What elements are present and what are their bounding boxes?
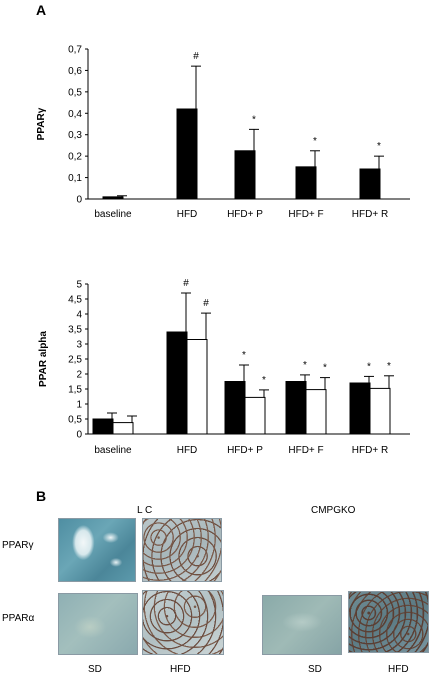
micrograph-ko-alpha-hfd [348,591,429,653]
y-tick-label: 0,3 [68,130,82,141]
panel-b-label: B [36,488,47,504]
significance-marker: * [387,361,391,372]
bar [186,339,208,435]
bar [369,387,391,435]
panel-a-label: A [36,2,47,18]
x-category-label: HFD [177,209,198,220]
bar [224,381,246,435]
x-category-label: HFD [177,445,198,456]
bar [244,396,266,435]
y-tick-label: 4 [76,310,82,321]
y-tick-label: 0,4 [68,109,82,120]
micrograph-lc-gamma-sd [58,518,136,582]
group-label-lc: L C [137,505,153,516]
micrograph-ko-alpha-sd [262,595,342,655]
significance-marker: * [262,375,266,386]
micrograph-lc-alpha-sd [58,593,138,655]
x-category-label: HFD+ P [227,445,263,456]
y-tick-label: 0 [76,195,82,206]
significance-marker: * [252,114,256,125]
x-category-label: baseline [94,445,132,456]
x-category-label: HFD+ F [288,209,323,220]
significance-marker: # [203,298,209,309]
bar [102,196,124,200]
significance-marker: * [377,141,381,152]
y-tick-label: 5 [76,280,82,291]
x-category-label: HFD+ F [288,445,323,456]
bar [349,382,371,435]
y-axis-label: PPAR alpha [38,331,49,387]
significance-marker: # [183,278,189,289]
significance-marker: * [303,360,307,371]
x-category-label: HFD+ R [352,445,388,456]
col-label-hfd: HFD [170,664,191,675]
y-tick-label: 0,2 [68,152,82,163]
chart-ppar-alpha: 0 0,5 1 1,5 2 2,5 3 3,5 4 4,5 5 PPAR alpha baseline H… [38,278,410,456]
bar [176,108,198,200]
y-tick-label: 2 [76,370,82,381]
x-category-label: baseline [94,209,132,220]
y-tick-label: 3 [76,340,82,351]
bar [295,166,317,200]
charts-area: 0 0,1 0,2 0,3 0,4 0,5 0,6 0,7 PPARγ baseline HFD HF… [36,45,410,456]
y-axis-label: PPARγ [36,107,47,140]
bar [305,389,327,435]
y-tick-label: 0,5 [68,415,82,426]
bar [359,168,381,200]
bar [112,422,134,435]
y-tick-label: 0,5 [68,87,82,98]
group-label-ko: CMPGKO [311,505,356,516]
row-label-ppar-alpha: PPARα [2,613,35,624]
significance-marker: # [193,51,199,62]
y-tick-label: 2,5 [68,355,82,366]
col-label-hfd-ko: HFD [388,664,409,675]
y-tick-label: 1 [76,400,82,411]
y-tick-label: 3,5 [68,325,82,336]
chart-ppar-gamma: 0 0,1 0,2 0,3 0,4 0,5 0,6 0,7 PPARγ baseline HFD HF… [36,45,410,220]
micrograph-lc-gamma-hfd [142,518,222,582]
significance-marker: * [323,363,327,374]
bar [92,418,114,435]
significance-marker: * [367,361,371,372]
significance-marker: * [242,350,246,361]
micrograph-lc-alpha-hfd [142,590,224,655]
y-tick-label: 0 [76,430,82,441]
y-tick-label: 0,1 [68,173,82,184]
col-label-sd-ko: SD [308,664,322,675]
x-category-label: HFD+ P [227,209,263,220]
y-tick-label: 0,7 [68,45,82,56]
y-tick-label: 4,5 [68,295,82,306]
bar [285,381,307,435]
col-label-sd: SD [88,664,102,675]
bar [234,150,256,200]
y-tick-label: 0,6 [68,66,82,77]
significance-marker: * [313,136,317,147]
row-label-ppar-gamma: PPARγ [2,540,34,551]
y-tick-label: 1,5 [68,385,82,396]
bar [166,331,188,435]
x-category-label: HFD+ R [352,209,388,220]
